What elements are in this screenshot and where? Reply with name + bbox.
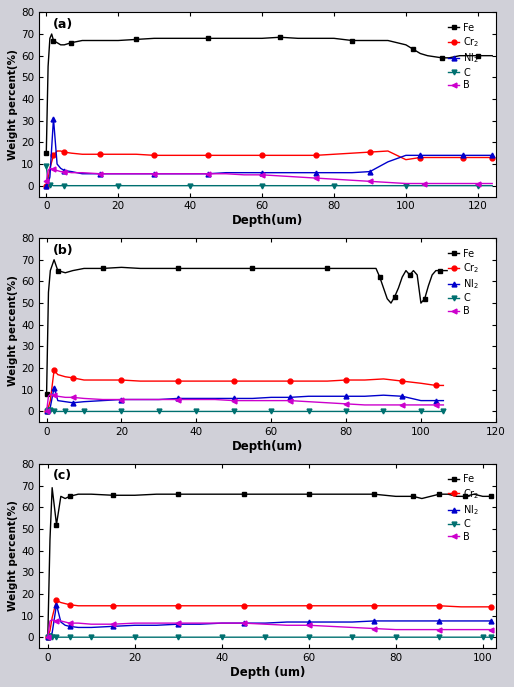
Text: (b): (b) <box>53 244 74 257</box>
Legend: Fe, Cr$_2$, Nl$_2$, C, B: Fe, Cr$_2$, Nl$_2$, C, B <box>446 473 482 543</box>
Text: (a): (a) <box>53 18 73 31</box>
Y-axis label: Weight percent(%): Weight percent(%) <box>8 501 19 611</box>
Y-axis label: Weight percent(%): Weight percent(%) <box>8 275 19 385</box>
X-axis label: Depth(um): Depth(um) <box>232 440 303 453</box>
Text: (c): (c) <box>53 469 72 482</box>
X-axis label: Depth (um): Depth (um) <box>230 666 305 679</box>
X-axis label: Depth(um): Depth(um) <box>232 214 303 227</box>
Y-axis label: Weight percent(%): Weight percent(%) <box>8 49 19 160</box>
Legend: Fe, Cr$_2$, Nl$_2$, C, B: Fe, Cr$_2$, Nl$_2$, C, B <box>446 247 482 318</box>
Legend: Fe, Cr$_2$, Nl$_2$, C, B: Fe, Cr$_2$, Nl$_2$, C, B <box>446 21 482 92</box>
